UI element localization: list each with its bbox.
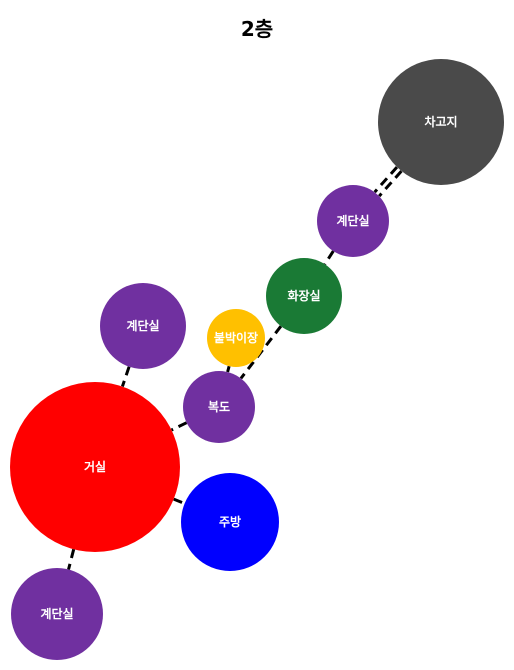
connection-closet-hallway (226, 365, 231, 373)
diagram-title: 2층 (241, 17, 273, 41)
room-circle-stairs-bottom (11, 568, 103, 660)
connection-living-kitchen (173, 497, 186, 505)
room-node-stairs-bottom: 계단실 (11, 568, 103, 660)
room-label-kitchen: 주방 (219, 514, 241, 529)
room-label-stairs-top: 계단실 (336, 213, 369, 228)
room-label-garage: 차고지 (424, 114, 457, 129)
room-label-hallway: 복도 (208, 400, 230, 414)
room-node-stairs-top: 계단실 (317, 185, 389, 257)
room-node-hallway: 복도 (183, 371, 255, 443)
room-node-bathroom: 화장실 (266, 258, 342, 334)
connection-stairs-top-bathroom (323, 250, 335, 266)
connection-living-stairs-bottom (67, 548, 76, 570)
connection-stairs-mid-living (120, 366, 131, 387)
room-node-kitchen: 주방 (181, 473, 279, 571)
room-circle-stairs-mid (100, 283, 186, 369)
connection-garage-stairs-top-a (373, 166, 399, 194)
room-circle-kitchen (181, 473, 279, 571)
room-circle-hallway (183, 371, 255, 443)
room-label-stairs-mid: 계단실 (126, 318, 159, 333)
room-circle-stairs-top (317, 185, 389, 257)
room-label-stairs-bottom: 계단실 (40, 606, 73, 621)
room-circle-closet (207, 309, 265, 367)
room-circle-living (10, 382, 180, 552)
room-label-bathroom: 화장실 (287, 288, 320, 303)
room-label-closet: 붙박이장 (214, 330, 258, 345)
room-node-closet: 붙박이장 (207, 309, 265, 367)
room-circle-garage (378, 59, 504, 185)
room-node-garage: 차고지 (378, 59, 504, 185)
connection-hallway-living (170, 421, 188, 432)
room-node-stairs-mid: 계단실 (100, 283, 186, 369)
room-label-living: 거실 (84, 459, 106, 474)
connection-garage-stairs-top-b (378, 170, 403, 198)
room-circle-bathroom (266, 258, 342, 334)
room-node-living: 거실 (10, 382, 180, 552)
